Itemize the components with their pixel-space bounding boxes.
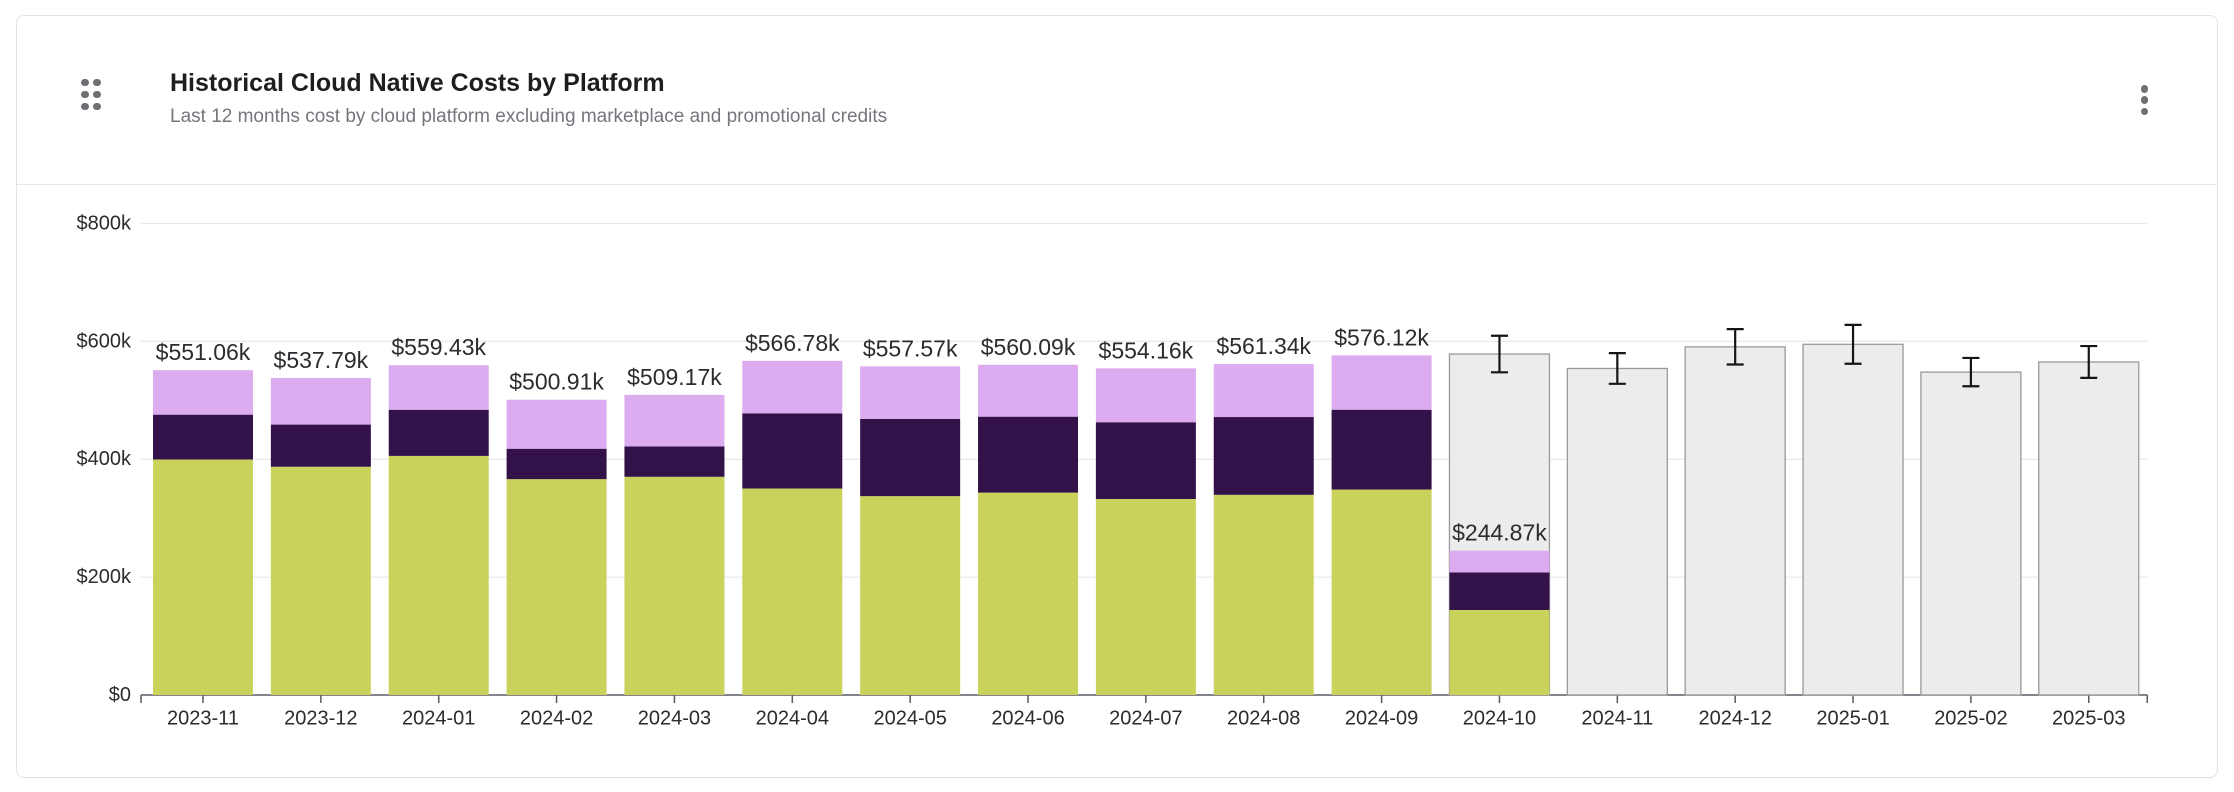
- svg-text:2024-07: 2024-07: [1109, 708, 1182, 730]
- svg-text:$400k: $400k: [77, 448, 132, 470]
- svg-text:2025-02: 2025-02: [1934, 708, 2007, 730]
- svg-text:$500.91k: $500.91k: [509, 369, 604, 395]
- svg-text:$566.78k: $566.78k: [745, 330, 840, 356]
- svg-text:2023-11: 2023-11: [167, 708, 239, 730]
- svg-text:2024-06: 2024-06: [991, 708, 1064, 730]
- svg-text:2024-08: 2024-08: [1227, 708, 1300, 730]
- svg-text:$560.09k: $560.09k: [981, 334, 1076, 360]
- svg-text:2024-11: 2024-11: [1581, 708, 1653, 730]
- svg-text:$537.79k: $537.79k: [274, 347, 369, 373]
- svg-text:$200k: $200k: [77, 566, 132, 588]
- svg-text:$551.06k: $551.06k: [156, 339, 251, 365]
- svg-text:$561.34k: $561.34k: [1216, 333, 1311, 359]
- svg-text:$600k: $600k: [77, 330, 132, 352]
- svg-text:2024-02: 2024-02: [520, 708, 593, 730]
- svg-text:$244.87k: $244.87k: [1452, 520, 1547, 546]
- svg-text:2024-01: 2024-01: [402, 708, 475, 730]
- svg-text:2024-05: 2024-05: [873, 708, 946, 730]
- svg-text:2024-12: 2024-12: [1698, 708, 1771, 730]
- svg-text:$0: $0: [109, 684, 131, 706]
- svg-text:2023-12: 2023-12: [284, 708, 357, 730]
- svg-text:$576.12k: $576.12k: [1334, 324, 1429, 350]
- svg-text:$800k: $800k: [77, 212, 132, 234]
- svg-text:$557.57k: $557.57k: [863, 335, 958, 361]
- svg-text:2025-03: 2025-03: [2052, 708, 2125, 730]
- svg-text:2024-10: 2024-10: [1463, 708, 1536, 730]
- svg-text:$559.43k: $559.43k: [391, 334, 486, 360]
- svg-text:2024-03: 2024-03: [638, 708, 711, 730]
- svg-text:2024-04: 2024-04: [756, 708, 829, 730]
- svg-text:$554.16k: $554.16k: [1099, 337, 1194, 363]
- svg-text:$509.17k: $509.17k: [627, 364, 722, 390]
- svg-text:2024-09: 2024-09: [1345, 708, 1418, 730]
- svg-text:2025-01: 2025-01: [1816, 708, 1889, 730]
